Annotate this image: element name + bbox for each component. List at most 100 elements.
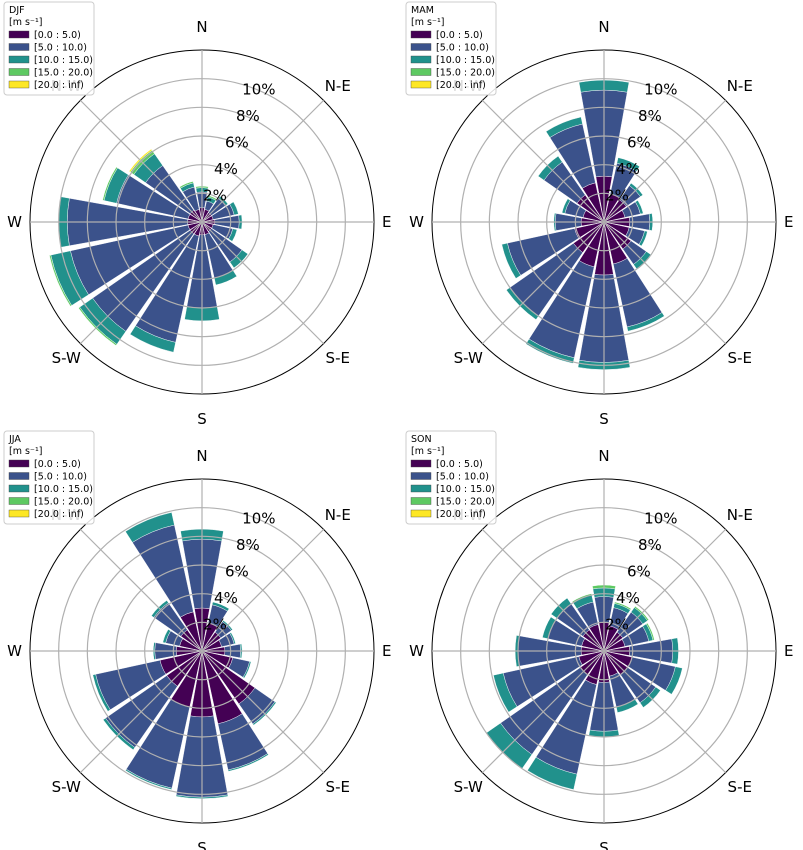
compass-label-e: E (784, 642, 793, 660)
compass-label-n: N (196, 447, 207, 465)
legend-swatch (8, 497, 30, 505)
compass-label-e: E (382, 642, 391, 660)
ring-label: 10% (644, 510, 677, 528)
legend-entry: [0.0 : 5.0) (436, 459, 483, 470)
legend-swatch (8, 30, 30, 39)
compass-label-n: N (196, 18, 207, 36)
legend-swatch (410, 497, 432, 505)
legend-title-season: MAM (411, 5, 434, 16)
ring-label: 10% (242, 81, 275, 99)
legend-entry: [15.0 : 20.0) (436, 497, 495, 508)
ring-label: 10% (242, 510, 275, 528)
bar-wnw-bin2 (561, 198, 571, 214)
legend-swatch (410, 43, 432, 51)
grid-spoke (79, 99, 203, 223)
legend-swatch (410, 459, 432, 468)
bar-ene-bin2 (229, 201, 239, 216)
legend-swatch (8, 43, 30, 51)
compass-label-s: S (197, 839, 207, 850)
ring-label: 6% (225, 134, 249, 152)
compass-label-w: W (409, 213, 424, 231)
bar-ese-bin2 (242, 661, 252, 679)
grid-spoke (481, 221, 605, 345)
legend-title-season: SON (411, 434, 432, 445)
grid-spoke (603, 221, 727, 345)
legend-entry: [15.0 : 20.0) (436, 68, 495, 79)
compass-label-e: E (382, 213, 391, 231)
legend-swatch (410, 484, 432, 493)
legend-entry: [5.0 : 10.0) (436, 43, 489, 54)
bar-ssw-bin2 (129, 325, 176, 353)
legend-units: [m s⁻¹] (9, 17, 42, 28)
ring-label: 4% (616, 160, 640, 178)
compass-label-sw: S-W (454, 349, 483, 367)
grid-spoke (79, 221, 203, 345)
compass-label-se: S-E (728, 349, 752, 367)
bar-ssw-bin2 (525, 338, 575, 364)
bar-ssw-bin2 (125, 768, 173, 790)
grid-spoke (201, 650, 325, 774)
legend-swatch (8, 80, 30, 89)
grid-spoke (603, 650, 727, 774)
ring-label: 8% (236, 107, 260, 125)
legend-units: [m s⁻¹] (9, 446, 42, 457)
grid-spoke (481, 99, 605, 223)
ring-label: 8% (638, 536, 662, 554)
compass-label-s: S (599, 839, 609, 850)
legend-title-season: DJF (9, 5, 25, 16)
ring-label: 10% (644, 81, 677, 99)
bar-nnw-bin3 (179, 181, 194, 189)
grid-spoke (201, 221, 325, 345)
compass-label-s: S (197, 410, 207, 428)
legend-swatch (8, 509, 30, 518)
compass-label-sw: S-W (454, 778, 483, 796)
compass-label-ne: N-E (727, 506, 753, 524)
bar-sse-bin2 (227, 753, 269, 772)
bar-ese-bin2 (638, 230, 648, 247)
bar-ese-bin2 (665, 666, 683, 695)
legend-entry: [0.0 : 5.0) (34, 459, 81, 470)
compass-label-s: S (599, 410, 609, 428)
bar-sw-bin2 (102, 717, 136, 751)
compass-label-w: W (7, 642, 22, 660)
grid-spoke (201, 99, 325, 223)
ring-label: 6% (225, 563, 249, 581)
ring-label: 4% (214, 589, 238, 607)
compass-label-ne: N-E (325, 506, 351, 524)
compass-label-sw: S-W (52, 349, 81, 367)
legend-swatch (410, 509, 432, 518)
ring-label: 2% (605, 187, 629, 205)
legend-entry: [5.0 : 10.0) (34, 472, 87, 483)
legend: DJF[m s⁻¹] [0.0 : 5.0) [5.0 : 10.0)[10.0 :… (3, 1, 95, 96)
legend-swatch (410, 80, 432, 89)
legend-entry: [20.0 : inf) (34, 509, 84, 520)
legend-swatch (410, 472, 432, 480)
grid-spoke (201, 528, 325, 652)
bar-wsw-bin2 (92, 674, 111, 712)
bar-ene-bin2 (229, 632, 236, 645)
compass-label-se: S-E (326, 778, 350, 796)
compass-label-se: S-E (326, 349, 350, 367)
ring-label: 8% (638, 107, 662, 125)
bar-wsw-bin3 (49, 254, 72, 307)
bar-ene-bin2 (635, 200, 644, 215)
bar-nnw-bin2 (545, 116, 583, 138)
ring-label: 8% (236, 536, 260, 554)
bar-sw-bin3 (78, 306, 118, 346)
legend-entry: [10.0 : 15.0) (436, 55, 495, 66)
legend-entry: [5.0 : 10.0) (34, 43, 87, 54)
compass-label-w: W (7, 213, 22, 231)
grid-spoke (603, 528, 727, 652)
legend-swatch (8, 68, 30, 76)
legend-entry: [5.0 : 10.0) (436, 472, 489, 483)
legend-entry: [20.0 : inf) (34, 80, 84, 91)
legend-entry: [20.0 : inf) (436, 80, 486, 91)
bar-nne-bin2 (616, 157, 640, 172)
legend-swatch (8, 55, 30, 64)
legend-entry: [0.0 : 5.0) (34, 30, 81, 41)
legend: JJA[m s⁻¹] [0.0 : 5.0) [5.0 : 10.0)[10.0 :… (3, 430, 95, 525)
legend: MAM[m s⁻¹] [0.0 : 5.0) [5.0 : 10.0)[10.0 :… (405, 1, 497, 96)
